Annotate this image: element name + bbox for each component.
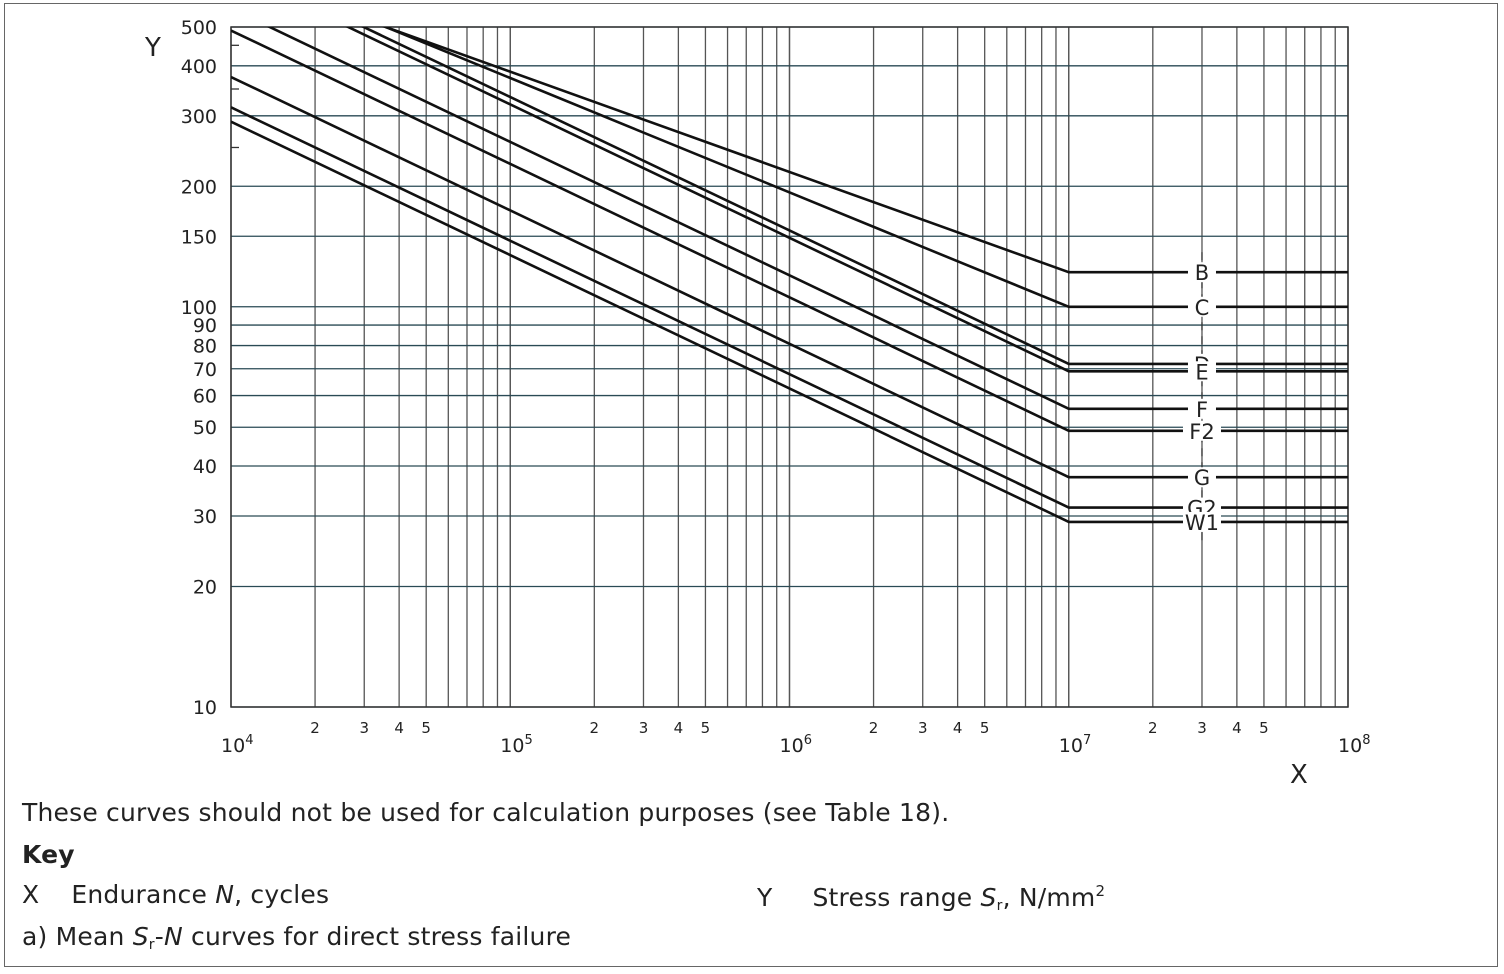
caption-sub: r bbox=[148, 937, 155, 953]
figure-caption: a) Mean Sr-N curves for direct stress fa… bbox=[22, 922, 571, 953]
x-major-tick-label: 105 bbox=[500, 733, 532, 757]
y-tick-label: 30 bbox=[193, 506, 217, 528]
curve-label-c: C bbox=[1195, 296, 1210, 320]
y-tick-label: 500 bbox=[181, 17, 217, 39]
x-minor-tick-label: 5 bbox=[421, 719, 431, 737]
x-minor-tick-label: 4 bbox=[953, 719, 963, 737]
curve-label-e: E bbox=[1195, 360, 1208, 384]
x-minor-tick-label: 4 bbox=[394, 719, 404, 737]
curve-g2 bbox=[231, 106, 1348, 509]
caption-pre: a) Mean bbox=[22, 922, 133, 951]
curve-label-bg bbox=[1182, 420, 1221, 441]
curve-label-bg bbox=[1187, 398, 1216, 419]
curve-w1 bbox=[231, 120, 1348, 524]
curve-b bbox=[381, 27, 1348, 274]
y-tick-label: 150 bbox=[181, 226, 217, 248]
curve-c bbox=[382, 27, 1348, 309]
curve-label-bg bbox=[1187, 296, 1216, 317]
y-tick-label: 50 bbox=[193, 417, 217, 439]
y-key-text: Stress range bbox=[812, 883, 981, 912]
x-key-var: N bbox=[215, 880, 235, 909]
x-minor-tick-label: 4 bbox=[1232, 719, 1242, 737]
y-tick-label: 300 bbox=[181, 106, 217, 128]
x-minor-tick-label: 5 bbox=[980, 719, 990, 737]
x-minor-tick-label: 3 bbox=[639, 719, 649, 737]
y-tick-label: 70 bbox=[193, 359, 217, 381]
x-major-tick-label: 106 bbox=[780, 733, 812, 757]
y-tick-label: 60 bbox=[193, 386, 217, 408]
x-key-text: Endurance bbox=[71, 880, 216, 909]
x-minor-tick-label: 2 bbox=[1148, 719, 1158, 737]
y-axis-label: Y bbox=[144, 33, 161, 63]
curve-f bbox=[266, 27, 1348, 411]
curve-label-w1: W1 bbox=[1185, 511, 1219, 535]
curve-d bbox=[360, 27, 1348, 366]
curve-g bbox=[231, 75, 1348, 479]
y-tick-label: 20 bbox=[193, 577, 217, 599]
y-tick-label: 40 bbox=[193, 456, 217, 478]
figure-frame bbox=[4, 3, 1498, 967]
x-minor-tick-label: 3 bbox=[918, 719, 928, 737]
x-minor-tick-label: 4 bbox=[674, 719, 684, 737]
curve-f2 bbox=[231, 29, 1348, 433]
x-axis-label: X bbox=[1290, 760, 1308, 790]
curve-label-bg bbox=[1182, 511, 1221, 532]
curve-label-f: F bbox=[1196, 398, 1208, 422]
curve-label-bg bbox=[1187, 361, 1216, 382]
curve-label-f2: F2 bbox=[1189, 420, 1214, 444]
x-minor-tick-label: 3 bbox=[1197, 719, 1207, 737]
curve-label-bg bbox=[1187, 262, 1216, 283]
x-key-text-post: , cycles bbox=[234, 880, 330, 909]
key-heading: Key bbox=[22, 840, 75, 869]
curve-e bbox=[345, 27, 1348, 373]
y-key-var: S bbox=[980, 883, 997, 912]
y-key: Y Stress range Sr, N/mm2 bbox=[757, 882, 1105, 914]
x-major-tick-label: 104 bbox=[221, 733, 253, 757]
caption-post: curves for direct stress failure bbox=[182, 922, 572, 951]
caption-mid: - bbox=[154, 922, 164, 951]
y-key-text-post: , N/mm bbox=[1002, 883, 1096, 912]
y-tick-label: 90 bbox=[193, 315, 217, 337]
y-key-sub: r bbox=[996, 898, 1003, 914]
y-key-letter: Y bbox=[757, 883, 773, 912]
curve-label-g: G bbox=[1194, 466, 1210, 490]
x-minor-tick-label: 3 bbox=[359, 719, 369, 737]
y-tick-label: 200 bbox=[181, 176, 217, 198]
y-tick-label: 100 bbox=[181, 297, 217, 319]
y-key-sup: 2 bbox=[1095, 882, 1106, 900]
caption-var: S bbox=[132, 922, 149, 951]
curve-label-bg bbox=[1187, 467, 1216, 488]
x-minor-tick-label: 5 bbox=[701, 719, 711, 737]
x-minor-tick-label: 2 bbox=[310, 719, 320, 737]
y-tick-label: 400 bbox=[181, 56, 217, 78]
x-minor-tick-label: 5 bbox=[1259, 719, 1269, 737]
y-tick-label: 10 bbox=[193, 697, 217, 719]
x-minor-tick-label: 2 bbox=[869, 719, 879, 737]
plot-area-border bbox=[230, 26, 1349, 708]
x-minor-tick-label: 2 bbox=[590, 719, 600, 737]
x-major-tick-label: 107 bbox=[1059, 733, 1091, 757]
curve-label-b: B bbox=[1195, 261, 1209, 285]
x-major-tick-label: 108 bbox=[1338, 733, 1370, 757]
x-key: X Endurance N, cycles bbox=[22, 880, 329, 909]
caution-note: These curves should not be used for calc… bbox=[22, 798, 950, 827]
y-tick-label: 80 bbox=[193, 336, 217, 358]
x-key-letter: X bbox=[22, 880, 40, 909]
caption-var2: N bbox=[163, 922, 183, 951]
